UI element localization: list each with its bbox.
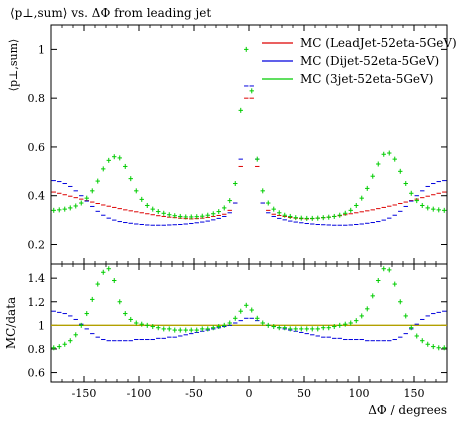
main-mc-leadjet-52eta-5gev-series (51, 97, 447, 220)
main-y-axis-label: ⟨p⊥,sum⟩ (7, 39, 20, 92)
ratio-xtick-label: -50 (185, 387, 203, 400)
ratio-y-ticks: 0.6 0.8 1 1.2 1.4 (28, 272, 447, 380)
main-ytick-label: 0.2 (28, 238, 46, 251)
legend-label-dijet: MC (Dijet-52eta-5GeV) (300, 54, 439, 68)
ratio-panel: 0.6 0.8 1 1.2 1.4 -150 -100 -50 0 50 100 150 MC/da… (4, 263, 448, 417)
ratio-xtick-label: 50 (297, 387, 311, 400)
main-ytick-label: 0.6 (28, 141, 46, 154)
ratio-xtick-label: -100 (127, 387, 152, 400)
ratio-ytick-label: 1 (38, 319, 45, 332)
legend-label-3jet: MC (3jet-52eta-5GeV) (300, 72, 433, 86)
main-ytick-label: 0.8 (28, 92, 46, 105)
legend-entry-leadjet: MC (LeadJet-52eta-5GeV) (262, 36, 457, 50)
ratio-mc-3jet-52eta-5gev-series (51, 266, 447, 351)
legend-label-leadjet: MC (LeadJet-52eta-5GeV) (300, 36, 457, 50)
ratio-xtick-label: 150 (404, 387, 425, 400)
ratio-xtick-label: -150 (72, 387, 97, 400)
ratio-xtick-label: 0 (246, 387, 253, 400)
main-panel: 0.2 0.4 0.6 0.8 1 ⟨p⊥,sum⟩ MC (LeadJet-52eta… (7, 24, 457, 265)
ratio-xtick-label: 100 (349, 387, 370, 400)
chart-title: ⟨p⊥,sum⟩ vs. ΔΦ from leading jet (10, 6, 211, 20)
ratio-series-group (51, 266, 447, 351)
main-series-group (51, 46, 447, 226)
ratio-ytick-label: 0.6 (28, 367, 46, 380)
main-mc-dijet-52eta-5gev-series (51, 85, 447, 226)
main-ytick-label: 0.4 (28, 190, 46, 203)
main-ytick-label: 1 (38, 43, 45, 56)
main-mc-3jet-52eta-5gev-series (51, 46, 447, 221)
ratio-ytick-label: 1.4 (28, 272, 46, 285)
ratio-x-ticks: -150 -100 -50 0 50 100 150 (50, 264, 448, 400)
legend: MC (LeadJet-52eta-5GeV) MC (Dijet-52eta-… (262, 36, 457, 86)
legend-entry-3jet: MC (3jet-52eta-5GeV) (262, 72, 433, 86)
ratio-panel-frame (50, 263, 448, 383)
ratio-ytick-label: 1.2 (28, 296, 46, 309)
ratio-y-axis-label: MC/data (4, 297, 18, 349)
ratio-ytick-label: 0.8 (28, 343, 46, 356)
main-y-ticks: 0.2 0.4 0.6 0.8 1 (28, 43, 447, 251)
x-axis-label: ΔΦ / degrees (368, 403, 447, 417)
legend-entry-dijet: MC (Dijet-52eta-5GeV) (262, 54, 439, 68)
